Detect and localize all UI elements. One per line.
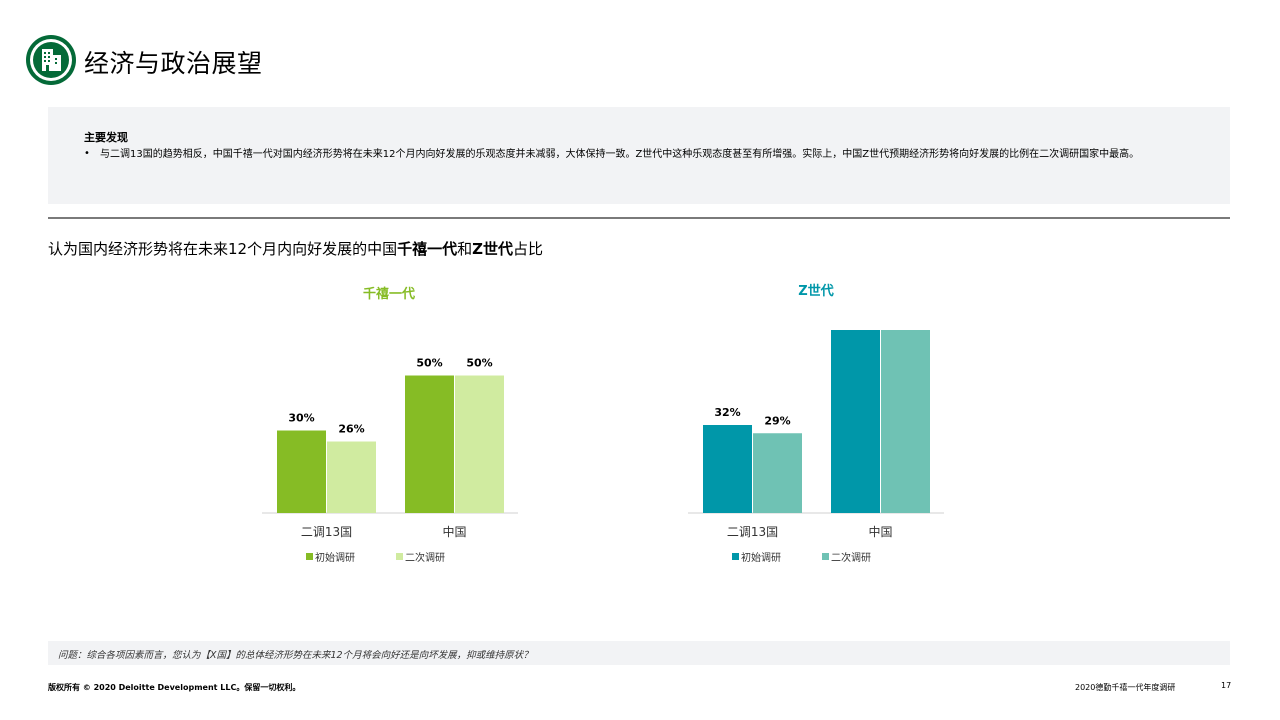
section-divider [48, 217, 1230, 219]
page-title: 经济与政治展望 [84, 49, 263, 78]
report-name: 2020德勤千禧一代年度调研 [1075, 683, 1176, 692]
legend-swatch [306, 553, 313, 560]
bar-second-1 [881, 330, 930, 513]
legend-swatch [732, 553, 739, 560]
bar-initial-0 [703, 425, 752, 513]
key-findings-heading: 主要发现 [84, 131, 128, 144]
subtitle-millennials: 千禧一代 [397, 240, 458, 258]
subtitle-part1: 认为国内经济形势将在未来12个月内向好发展的中国 [48, 240, 398, 258]
bar-initial-0 [277, 430, 326, 513]
x-tick-label: 中国 [442, 524, 466, 539]
bar-second-0 [753, 433, 802, 513]
key-findings-panel: 主要发现 • 与二调13国的趋势相反，中国千禧一代对国内经济形势将在未来12个月… [48, 107, 1230, 204]
data-label: 32% [714, 406, 740, 419]
subtitle-part2: 和 [457, 240, 473, 258]
data-label: 50% [466, 357, 492, 370]
chart-subtitle: 认为国内经济形势将在未来12个月内向好发展的中国千禧一代和Z世代占比 [48, 238, 543, 259]
legend-label: 初始调研 [741, 551, 781, 564]
bar-second-0 [327, 441, 376, 513]
data-label: 50% [416, 357, 442, 370]
header-logo [25, 34, 77, 86]
building-icon [26, 35, 76, 85]
page-number: 17 [1221, 681, 1232, 690]
legend-label: 二次调研 [405, 551, 445, 564]
subtitle-genz: Z世代 [472, 240, 514, 258]
survey-question: 问题：综合各项因素而言，您认为【X国】的总体经济形势在未来12个月将会向好还是向… [58, 650, 533, 661]
bar-initial-1 [405, 375, 454, 513]
copyright-notice: 版权所有 © 2020 Deloitte Development LLC。保留一… [48, 683, 301, 692]
x-tick-label: 二调13国 [301, 525, 352, 539]
key-findings-text: 与二调13国的趋势相反，中国千禧一代对国内经济形势将在未来12个月内向好发展的乐… [100, 149, 1140, 160]
legend-label: 二次调研 [831, 551, 871, 564]
x-tick-label: 二调13国 [727, 525, 778, 539]
survey-question-bar: 问题：综合各项因素而言，您认为【X国】的总体经济形势在未来12个月将会向好还是向… [48, 641, 1230, 665]
bar-second-1 [455, 375, 504, 513]
bar-initial-1 [831, 330, 880, 513]
chart-title-millennials: 千禧一代 [362, 287, 416, 302]
data-label: 30% [288, 412, 314, 425]
chart-title-genz: Z世代 [798, 284, 834, 299]
data-label: 29% [764, 414, 790, 427]
legend-swatch [396, 553, 403, 560]
x-tick-label: 中国 [868, 524, 892, 539]
subtitle-part3: 占比 [513, 240, 544, 258]
data-label: 26% [338, 423, 364, 436]
legend-label: 初始调研 [315, 551, 355, 564]
legend-swatch [822, 553, 829, 560]
bullet-marker: • [84, 148, 90, 159]
